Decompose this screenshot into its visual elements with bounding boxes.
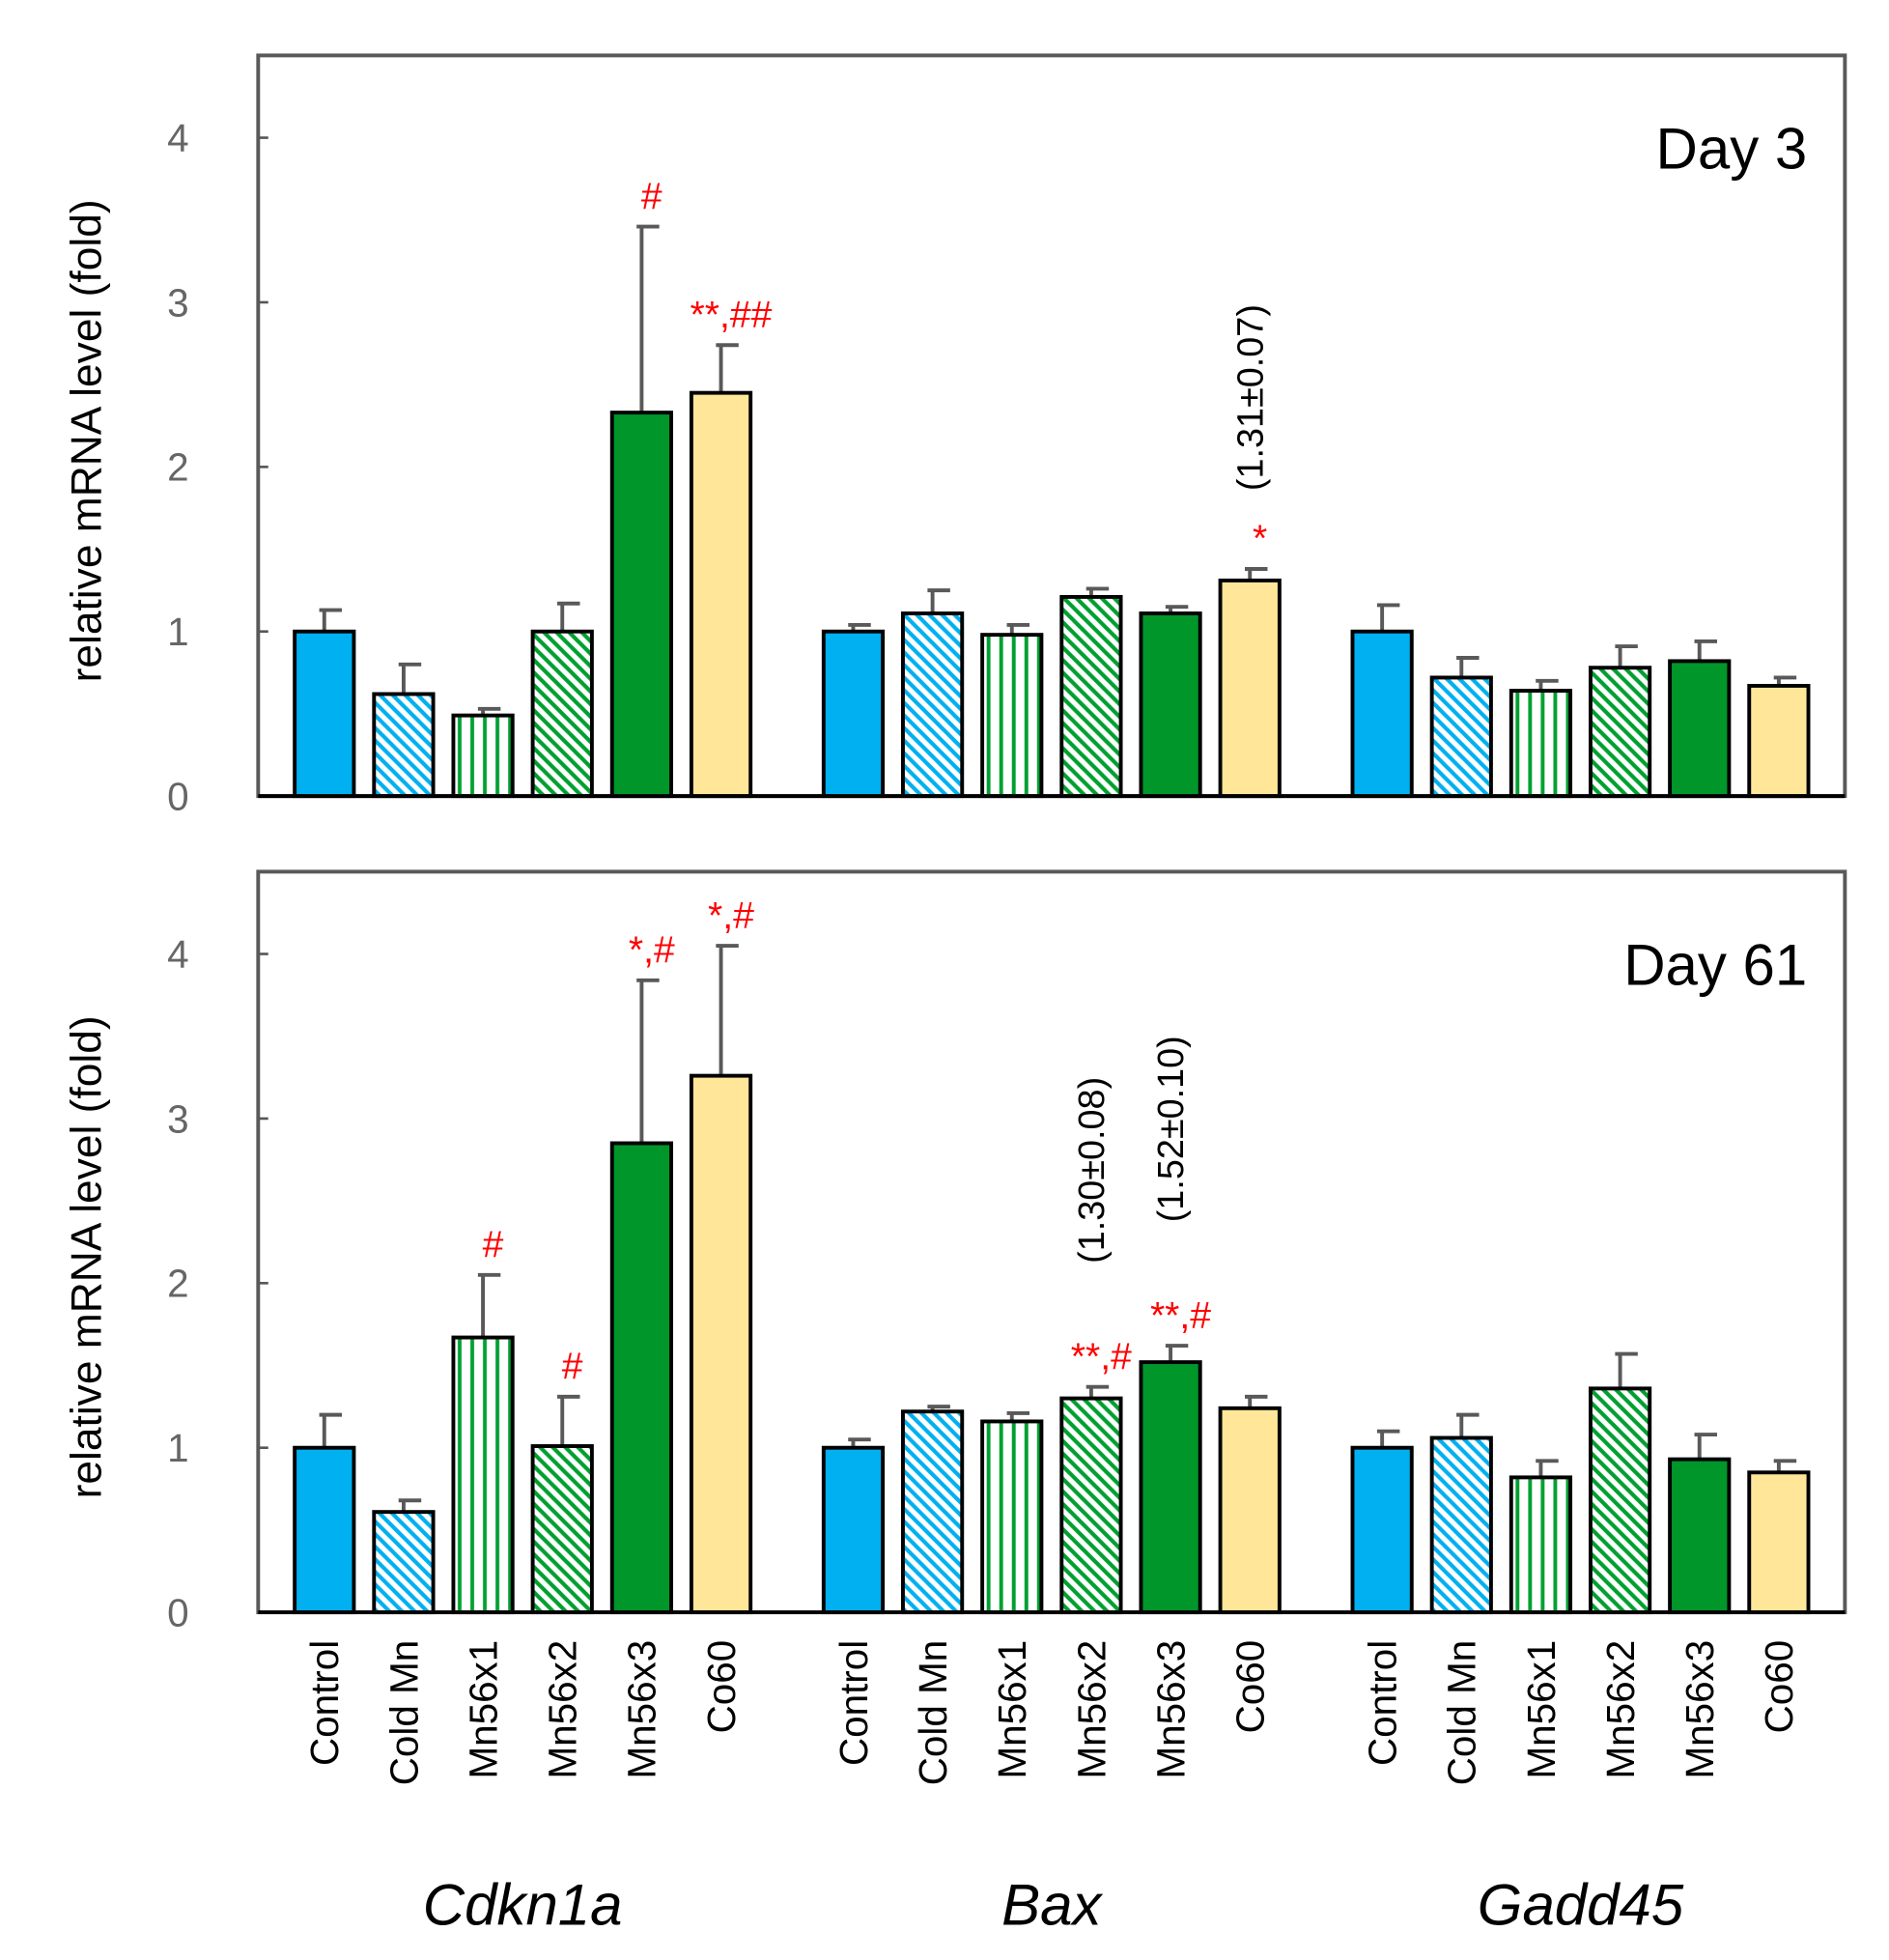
value-label: (1.31±0.07) [1230, 304, 1271, 491]
significance-mark: **,# [1071, 1336, 1132, 1378]
bar [1139, 1360, 1202, 1615]
x-tick-label: Cold Mn [1440, 1640, 1484, 1785]
x-tick-label: Control [832, 1640, 876, 1766]
bar [293, 1445, 356, 1615]
bar [451, 1335, 515, 1615]
bar [1508, 689, 1573, 799]
significance-mark: **,## [691, 295, 773, 336]
y-tick-label: 4 [167, 116, 188, 160]
bar [1218, 1406, 1282, 1615]
significance-mark: * [1253, 519, 1267, 560]
significance-mark: *,# [629, 930, 675, 972]
significance-mark: **,# [1150, 1295, 1211, 1337]
bar [1747, 684, 1811, 799]
bar [1429, 675, 1493, 799]
bar [821, 1445, 886, 1615]
value-label: (1.30±0.08) [1072, 1077, 1113, 1264]
bar [1588, 1386, 1652, 1615]
group-label: Bax [1001, 1872, 1103, 1937]
bar [609, 411, 673, 799]
significance-mark: *,# [708, 895, 754, 937]
y-tick-label: 2 [167, 445, 188, 490]
bar [980, 633, 1044, 799]
bar [901, 611, 965, 799]
bar [609, 1141, 673, 1615]
y-axis-label: relative mRNA level (fold) [63, 199, 110, 682]
x-tick-label: Co60 [1228, 1640, 1273, 1734]
significance-mark: # [641, 176, 663, 217]
bar [1668, 659, 1732, 799]
bar [451, 713, 515, 799]
x-tick-label: Mn56x1 [990, 1640, 1034, 1779]
bar [372, 1510, 436, 1615]
group-label: Cdkn1a [423, 1872, 623, 1937]
bar [1139, 611, 1202, 799]
bar [1668, 1457, 1732, 1615]
x-tick-label: Co60 [699, 1640, 744, 1734]
x-tick-label: Mn56x3 [620, 1640, 664, 1779]
panel-title: Day 61 [1623, 933, 1807, 998]
y-tick-label: 0 [167, 1590, 188, 1634]
bar [901, 1409, 965, 1615]
significance-mark: # [562, 1347, 583, 1388]
x-tick-label: Mn56x2 [1598, 1640, 1643, 1779]
x-tick-label: Control [302, 1640, 347, 1766]
bar [1059, 1396, 1123, 1615]
x-tick-label: Mn56x3 [1148, 1640, 1193, 1779]
bar [821, 629, 886, 799]
significance-mark: # [483, 1225, 504, 1266]
x-tick-label: Cold Mn [911, 1640, 955, 1785]
y-tick-label: 4 [167, 932, 188, 977]
x-tick-label: Mn56x2 [541, 1640, 585, 1779]
bar [1588, 666, 1652, 799]
bar [1350, 1445, 1414, 1615]
y-tick-label: 3 [167, 1096, 188, 1141]
bar [530, 629, 594, 799]
y-tick-label: 0 [167, 774, 188, 818]
bar [689, 1073, 753, 1615]
bar [372, 692, 436, 799]
x-tick-label: Co60 [1757, 1640, 1801, 1734]
x-tick-label: Mn56x3 [1678, 1640, 1722, 1779]
y-tick-label: 3 [167, 280, 188, 325]
bar [1218, 578, 1282, 799]
y-tick-label: 1 [167, 610, 188, 654]
x-tick-label: Mn56x2 [1069, 1640, 1114, 1779]
value-label: (1.52±0.10) [1151, 1036, 1192, 1222]
bar [1508, 1475, 1573, 1615]
group-label: Gadd45 [1478, 1872, 1684, 1937]
panel-title: Day 3 [1656, 117, 1808, 182]
bar [530, 1444, 594, 1615]
y-tick-label: 1 [167, 1426, 188, 1470]
bar [293, 629, 356, 799]
bar [980, 1419, 1044, 1615]
x-tick-label: Cold Mn [381, 1640, 426, 1785]
bar [1059, 594, 1123, 799]
x-tick-label: Control [1360, 1640, 1404, 1766]
bar [689, 390, 753, 799]
bar [1429, 1435, 1493, 1615]
x-tick-label: Mn56x1 [461, 1640, 505, 1779]
bar [1747, 1470, 1811, 1615]
y-axis-label: relative mRNA level (fold) [63, 1015, 110, 1498]
y-tick-label: 2 [167, 1262, 188, 1306]
bar [1350, 629, 1414, 799]
x-tick-label: Mn56x1 [1519, 1640, 1564, 1779]
